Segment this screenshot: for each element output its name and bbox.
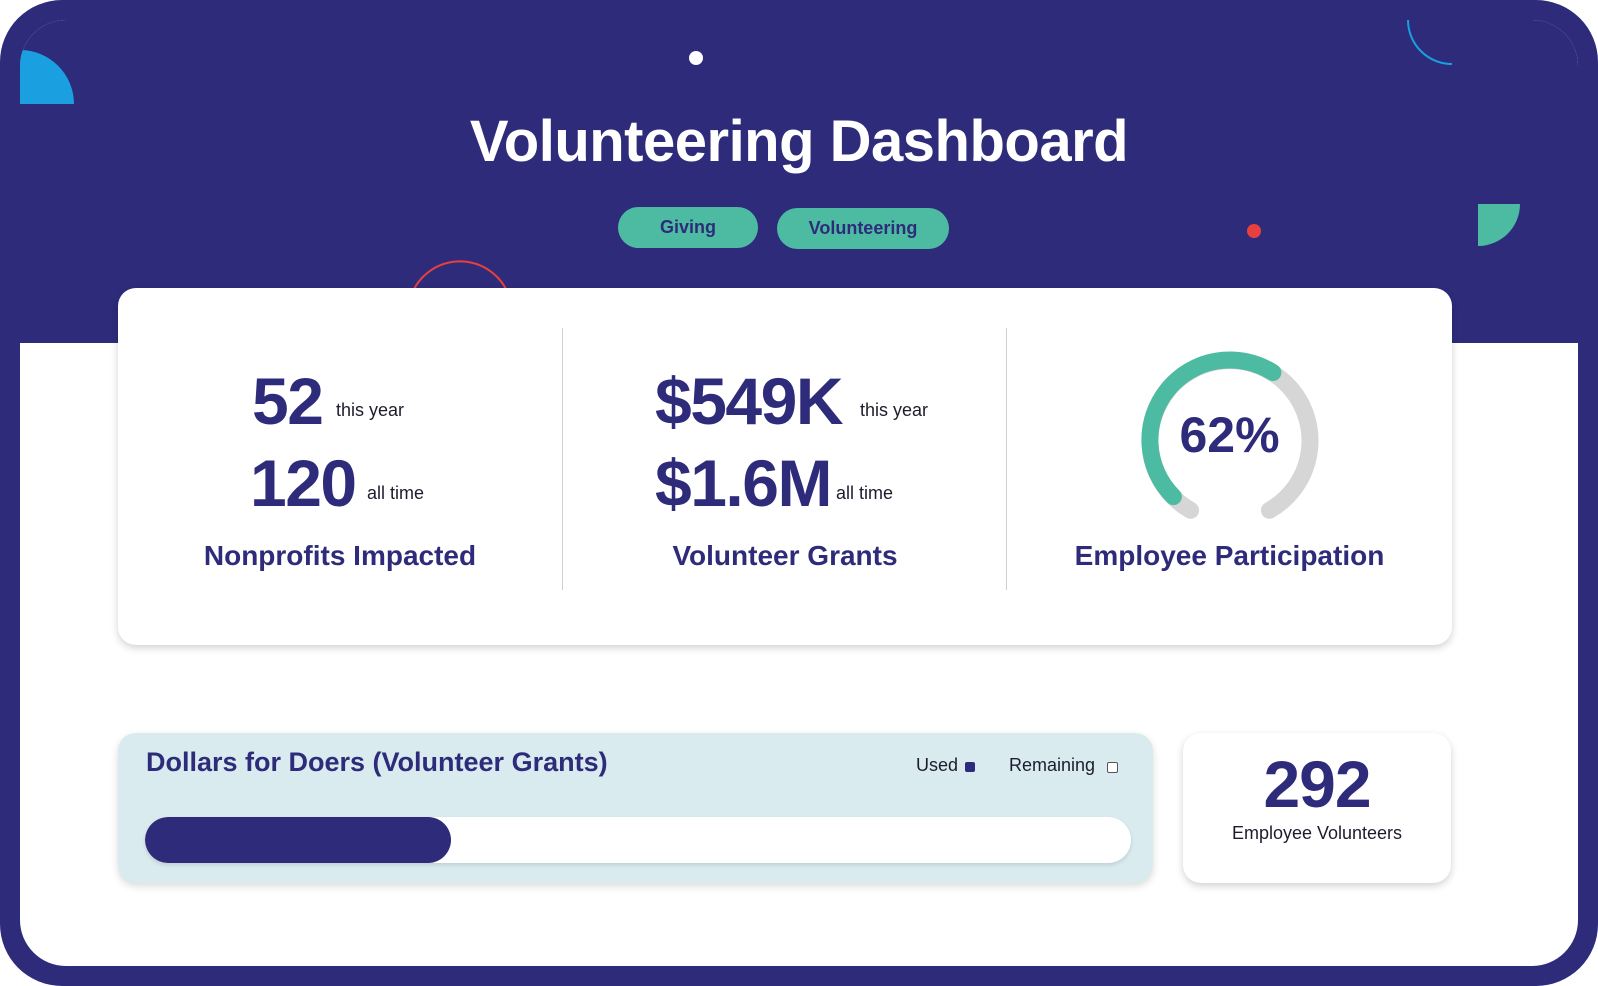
employee-participation-label: Employee Participation — [1074, 540, 1385, 571]
employee-volunteers-label: Employee Volunteers — [1231, 823, 1403, 843]
nonprofits-all-time-value: 120 — [250, 446, 357, 520]
participation-percent: 62% — [1179, 407, 1280, 463]
nonprofits-this-year-value: 52 — [252, 364, 324, 438]
grants-all-time-label: all time — [836, 483, 894, 503]
grants-stat: $549K this year $1.6M all time Volunteer… — [563, 288, 1007, 648]
participation-stat: 62% Employee Participation — [1007, 288, 1452, 648]
legend-remaining-label: Remaining — [1009, 755, 1096, 775]
stats-card: 52 this year 120 all time Nonprofits Imp… — [118, 288, 1452, 645]
legend-used-swatch — [965, 762, 975, 772]
stats-divider — [562, 328, 563, 590]
page-title: Volunteering Dashboard — [469, 109, 1129, 174]
white-dot-decoration — [689, 51, 703, 65]
red-arc-decoration — [410, 260, 510, 297]
grants-this-year-label: this year — [860, 400, 929, 420]
teal-quarter-circle-decoration — [1478, 204, 1520, 246]
stats-divider — [1006, 328, 1007, 590]
dollars-for-doers-title: Dollars for Doers (Volunteer Grants) — [146, 747, 608, 777]
grants-this-year-value: $549K — [655, 364, 844, 438]
dashboard-screen: Volunteering Dashboard Giving Volunteeri… — [20, 20, 1578, 966]
legend-remaining-swatch — [1107, 762, 1118, 773]
blue-quarter-circle-decoration — [20, 50, 74, 104]
red-dot-decoration — [1247, 224, 1261, 238]
nonprofits-impacted-label: Nonprofits Impacted — [203, 540, 477, 571]
grants-all-time-value: $1.6M — [655, 446, 832, 520]
budget-progress-track — [145, 817, 1131, 863]
employee-volunteers-count: 292 — [1263, 747, 1371, 821]
blue-arc-decoration — [1407, 20, 1453, 65]
budget-progress-used — [145, 817, 451, 863]
tab-giving[interactable]: Giving — [618, 207, 758, 248]
participation-gauge — [1141, 351, 1319, 519]
nonprofits-this-year-label: this year — [336, 400, 405, 420]
dollars-for-doers-card: Dollars for Doers (Volunteer Grants) Use… — [118, 733, 1153, 883]
volunteer-grants-label: Volunteer Grants — [672, 540, 898, 571]
legend-used-label: Used — [916, 755, 959, 775]
nonprofits-all-time-label: all time — [367, 483, 425, 503]
nonprofits-stat: 52 this year 120 all time Nonprofits Imp… — [118, 288, 562, 648]
gauge-value-arc — [1141, 351, 1282, 506]
employee-volunteers-card: 292 Employee Volunteers — [1183, 733, 1451, 883]
tab-volunteering[interactable]: Volunteering — [777, 208, 949, 249]
